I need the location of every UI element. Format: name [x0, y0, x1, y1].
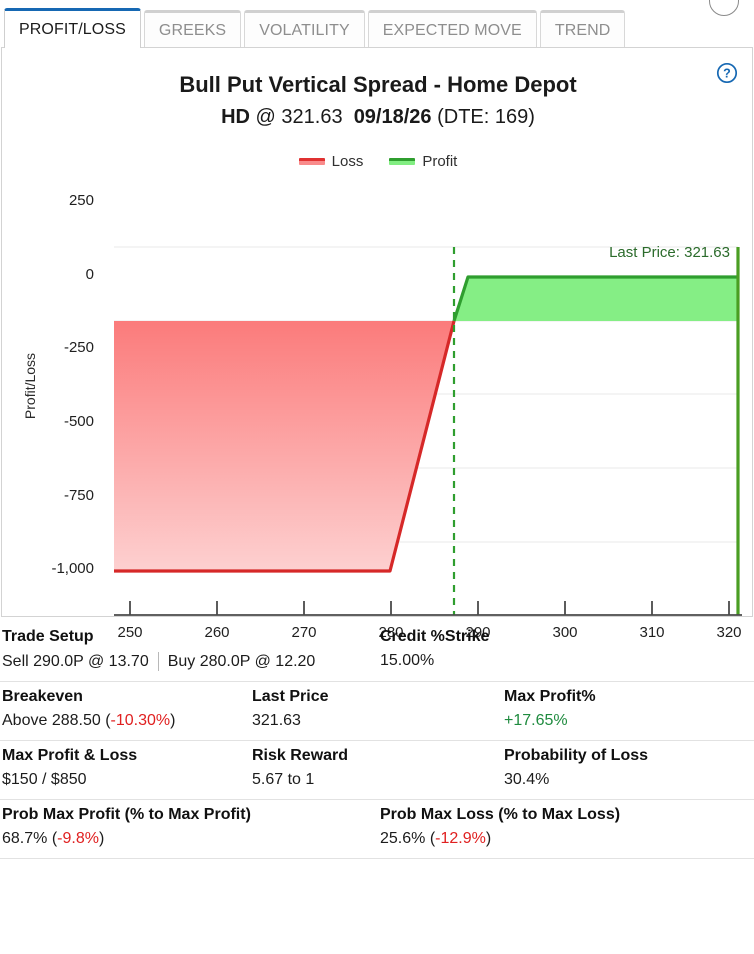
- y-tick-label: 0: [85, 266, 94, 283]
- profit-loss-chart-card: ? Bull Put Vertical Spread - Home Depot …: [1, 47, 754, 641]
- column-header: Breakeven: [2, 688, 83, 705]
- subtitle-symbol: HD: [221, 106, 250, 128]
- breakeven-tail: ): [170, 712, 176, 729]
- chart-title: Bull Put Vertical Spread - Home Depot: [179, 72, 577, 97]
- prob-max-profit-pct: -9.8%: [57, 830, 99, 847]
- svg-text:?: ?: [723, 67, 731, 81]
- column-header: Prob Max Loss (% to Max Loss): [380, 806, 621, 823]
- legend-swatch-loss-icon: [298, 158, 325, 165]
- tab-label: PROFIT/LOSS: [19, 20, 126, 38]
- x-tick-label: 250: [117, 624, 143, 641]
- table-row-prob-max: Prob Max Profit (% to Max Profit) Prob M…: [0, 800, 754, 859]
- last-price-value: 321.63: [252, 712, 301, 729]
- prob-max-loss-value: 25.6% (: [380, 830, 436, 847]
- legend-swatch-profit-icon: [389, 158, 416, 165]
- y-tick-label: -750: [63, 487, 94, 504]
- tab-label: VOLATILITY: [259, 21, 350, 39]
- tab-trend[interactable]: TREND: [539, 10, 626, 48]
- column-header: Last Price: [252, 688, 329, 705]
- legend-item-loss: Loss: [298, 153, 364, 170]
- table-row-max-profit-loss: Max Profit & Loss Risk Reward Probabilit…: [0, 741, 754, 800]
- x-tick-label: 270: [291, 624, 317, 641]
- y-tick-label: -500: [63, 413, 94, 430]
- chart-legend: Loss Profit: [2, 153, 754, 170]
- x-tick-label: 310: [639, 624, 665, 641]
- max-profit-loss-value: $150 / $850: [2, 771, 87, 788]
- column-header: Probability of Loss: [504, 747, 649, 764]
- risk-reward-value: 5.67 to 1: [252, 771, 315, 788]
- subtitle-expiry: 09/18/26: [353, 106, 432, 128]
- breakeven-value: Above 288.50 (: [2, 712, 111, 729]
- x-tick-label: 280: [378, 624, 404, 641]
- column-header: Trade Setup: [2, 628, 94, 645]
- x-tick-label: 320: [716, 624, 742, 641]
- trade-details-table: Trade Setup Credit %Strike Sell 290.0P @…: [0, 622, 754, 859]
- x-tick-label: 260: [204, 624, 230, 641]
- tab-volatility[interactable]: VOLATILITY: [244, 10, 365, 48]
- column-header: Max Profit & Loss: [2, 747, 138, 764]
- buy-leg-value: Buy 280.0P @ 12.20: [167, 652, 316, 670]
- tab-greeks[interactable]: GREEKS: [143, 10, 242, 48]
- plot-area: Profit/Loss 250 0 -250 -500 -750 -1,000: [2, 48, 754, 641]
- column-header: Risk Reward: [252, 747, 349, 764]
- legend-label-profit: Profit: [422, 153, 458, 170]
- y-tick-label: 250: [68, 192, 94, 209]
- help-icon[interactable]: ?: [716, 62, 738, 84]
- x-tick-label: 300: [552, 624, 578, 641]
- tab-label: EXPECTED MOVE: [382, 21, 522, 39]
- leg-divider: [157, 652, 159, 671]
- tab-label: TREND: [554, 21, 611, 39]
- table-row-trade-setup: Trade Setup Credit %Strike Sell 290.0P @…: [0, 622, 754, 682]
- last-price-annotation: Last Price: 321.63: [609, 244, 730, 261]
- subtitle-price: @ 321.63: [255, 106, 343, 128]
- tab-bar: PROFIT/LOSS GREEKS VOLATILITY EXPECTED M…: [0, 8, 754, 48]
- max-profit-pct-value: +17.65%: [504, 712, 568, 729]
- table-row-breakeven: Breakeven Last Price Max Profit% Above 2…: [0, 682, 754, 741]
- subtitle-dte: (DTE: 169): [437, 106, 535, 128]
- column-header: Max Profit%: [504, 688, 596, 705]
- tab-profit-loss[interactable]: PROFIT/LOSS: [4, 8, 141, 48]
- chart-subtitle: HD @ 321.63 09/18/26 (DTE: 169): [2, 106, 754, 129]
- payoff-diagram-svg: [114, 246, 742, 616]
- y-tick-label: -1,000: [51, 560, 94, 577]
- prob-max-profit-value: 68.7% (: [2, 830, 58, 847]
- probability-of-loss-value: 30.4%: [504, 771, 550, 788]
- y-tick-label: -250: [63, 339, 94, 356]
- breakeven-pct: -10.30%: [110, 712, 171, 729]
- prob-max-loss-tail: ): [485, 830, 492, 847]
- tab-label: GREEKS: [158, 21, 227, 39]
- prob-max-loss-pct: -12.9%: [435, 830, 486, 847]
- column-header: Prob Max Profit (% to Max Profit): [2, 806, 251, 823]
- tab-expected-move[interactable]: EXPECTED MOVE: [367, 10, 537, 48]
- x-tick-label: 290: [465, 624, 491, 641]
- prob-max-profit-tail: ): [98, 830, 105, 847]
- legend-item-profit: Profit: [389, 153, 457, 170]
- legend-label-loss: Loss: [331, 153, 364, 170]
- sell-leg-value: Sell 290.0P @ 13.70: [2, 652, 149, 670]
- credit-pct-strike-value: 15.00%: [380, 652, 435, 669]
- column-header: Credit %Strike: [380, 628, 490, 645]
